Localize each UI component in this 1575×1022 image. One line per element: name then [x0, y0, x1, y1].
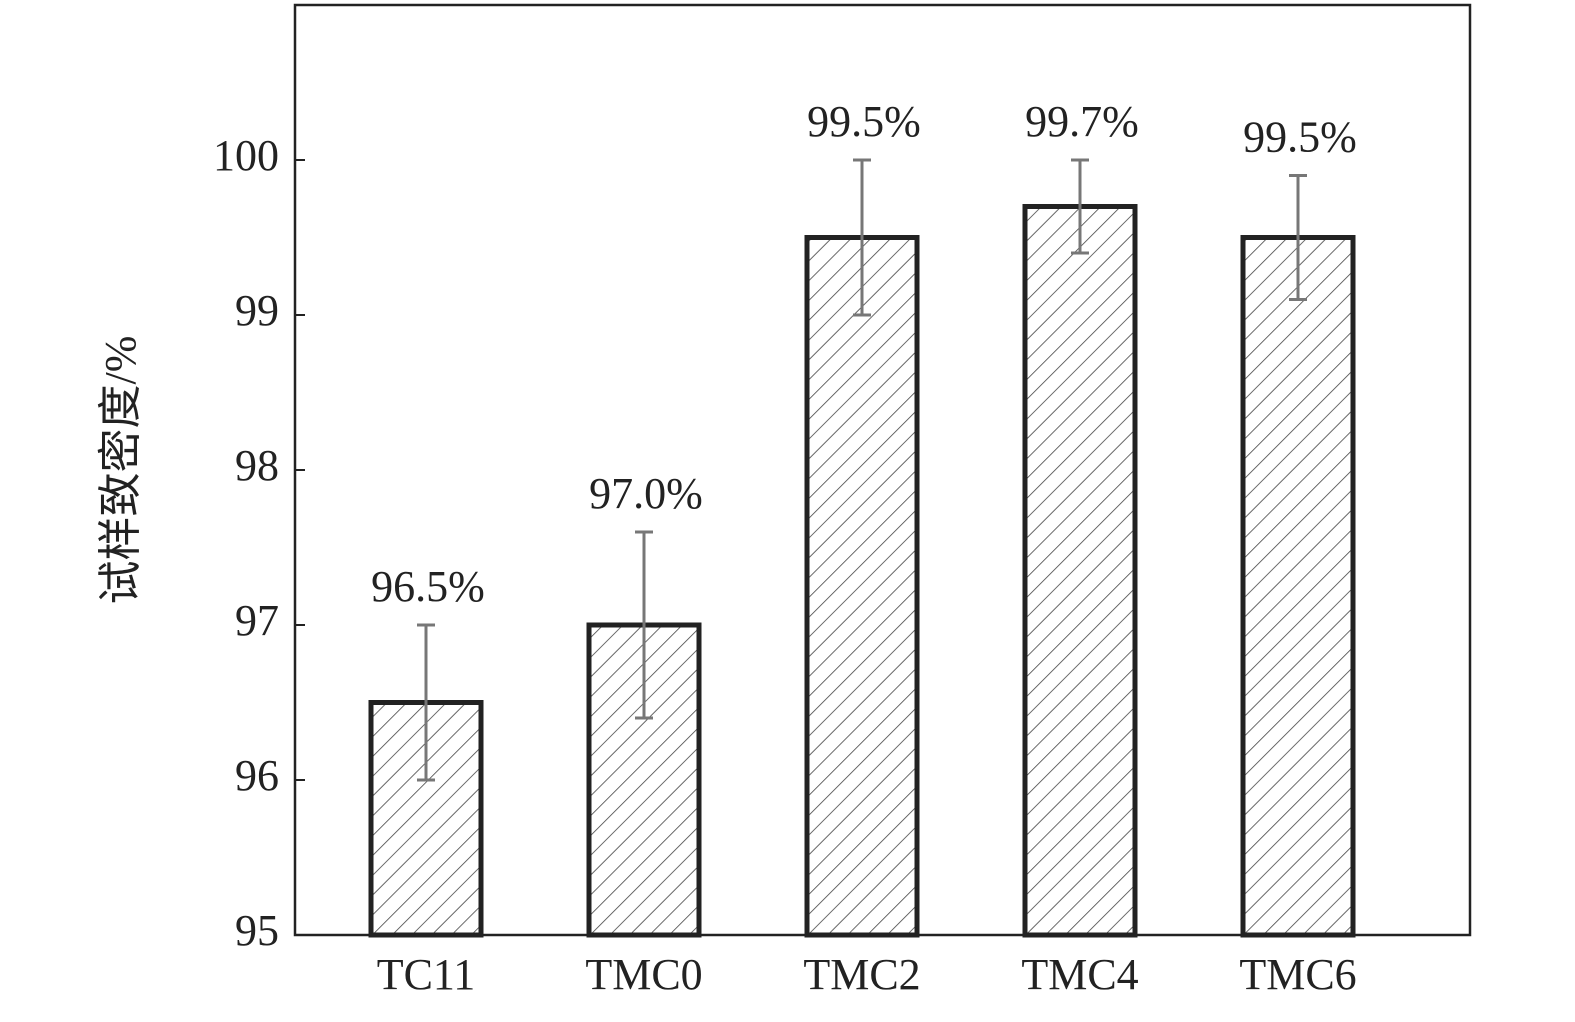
x-tick-label: TMC6: [1239, 950, 1356, 999]
x-tick-label: TMC2: [803, 950, 920, 999]
value-label: 99.7%: [1025, 97, 1139, 146]
y-tick-label: 97: [235, 596, 279, 645]
y-tick-label: 95: [235, 906, 279, 955]
bar: [804, 235, 920, 938]
value-label: 99.5%: [807, 97, 921, 146]
y-tick-label: 96: [235, 751, 279, 800]
y-tick-label: 99: [235, 286, 279, 335]
y-axis-label: 试样致密度/%: [96, 336, 145, 605]
x-tick-label: TMC4: [1021, 950, 1138, 999]
x-tick-label: TC11: [377, 950, 476, 999]
x-tick-label: TMC0: [585, 950, 702, 999]
bar: [1022, 204, 1138, 938]
value-label: 99.5%: [1243, 113, 1357, 162]
y-tick-label: 100: [213, 131, 279, 180]
value-label: 97.0%: [589, 469, 703, 518]
y-tick-label: 98: [235, 441, 279, 490]
bar: [1240, 235, 1356, 938]
value-label: 96.5%: [371, 562, 485, 611]
